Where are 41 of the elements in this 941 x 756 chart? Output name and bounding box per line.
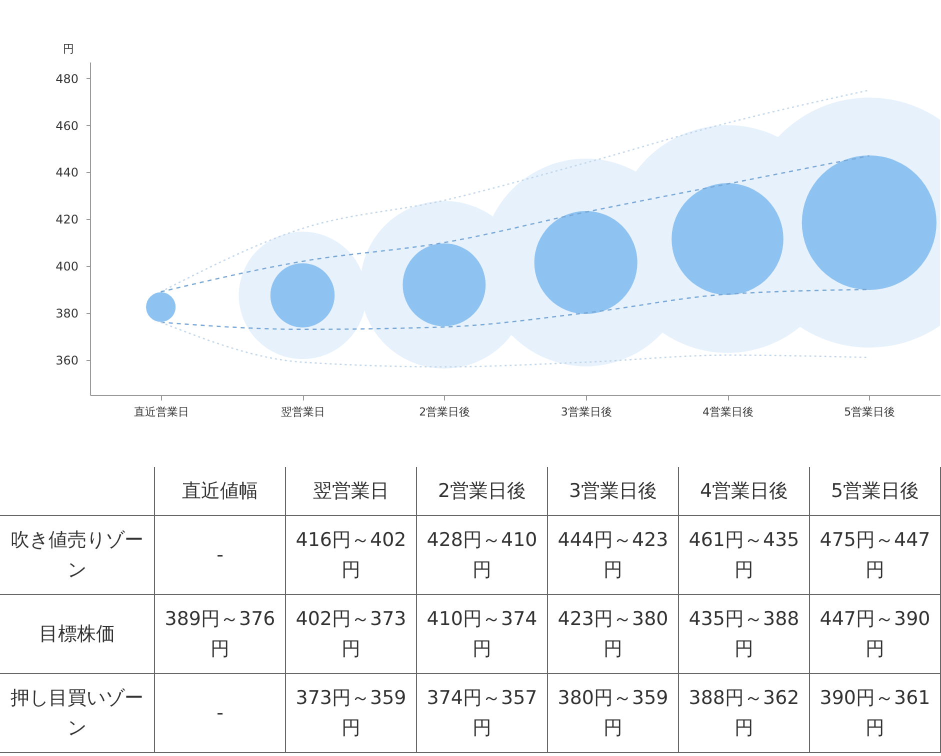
text: 390円～361円 — [810, 674, 940, 752]
text: 吹き値売りゾーン — [0, 516, 154, 594]
x-tick-label: 4営業日後 — [702, 406, 754, 418]
x-tick-label: 2営業日後 — [419, 406, 470, 418]
text: 388円～362円 — [678, 674, 810, 752]
text: 410円～374円 — [416, 594, 548, 674]
category-label: 4営業日後 — [700, 480, 788, 502]
y-tick-label: 360 — [56, 353, 78, 368]
text: 428円～410円 — [416, 516, 548, 594]
text: 423円～380円 — [548, 594, 678, 674]
text: 373円～359円 — [286, 674, 416, 752]
text: 直近値幅 — [154, 467, 286, 516]
text: - — [154, 674, 286, 752]
text: 389円～376円 — [154, 594, 286, 674]
category-label: 2営業日後 — [438, 480, 526, 502]
y-axis-title: 円 — [63, 42, 74, 56]
x-tick-label: 直近営業日 — [134, 406, 189, 418]
text: 475円～447円 — [810, 516, 940, 594]
y-tick-label: 440 — [56, 166, 78, 180]
text: 374円～357円 — [416, 674, 548, 752]
text: 380円～359円 — [548, 674, 678, 752]
text: 402円～373円 — [286, 594, 416, 674]
text: 447円～390円 — [810, 594, 940, 674]
text: - — [154, 516, 286, 594]
text: 目標株価 — [0, 594, 154, 674]
y-tick-label: 380 — [56, 306, 78, 320]
text: 416円～402円 — [286, 516, 416, 594]
x-tick-label: 3営業日後 — [560, 406, 612, 418]
x-tick-label: 5営業日後 — [844, 406, 896, 418]
y-tick-label: 400 — [56, 260, 78, 274]
category-label: 5営業日後 — [830, 480, 920, 502]
category-label: 3営業日後 — [568, 480, 658, 502]
text: 444円～423円 — [548, 516, 678, 594]
x-tick-label: 翌営業日 — [281, 406, 325, 418]
category-label: 翌営業日 — [313, 480, 389, 502]
y-tick-label: 420 — [56, 212, 78, 227]
y-tick-label: 480 — [56, 72, 78, 86]
y-tick-label: 460 — [56, 118, 78, 133]
text: 461円～435円 — [678, 516, 810, 594]
text: 押し目買いゾーン — [0, 674, 154, 752]
text: 435円～388円 — [678, 594, 810, 674]
